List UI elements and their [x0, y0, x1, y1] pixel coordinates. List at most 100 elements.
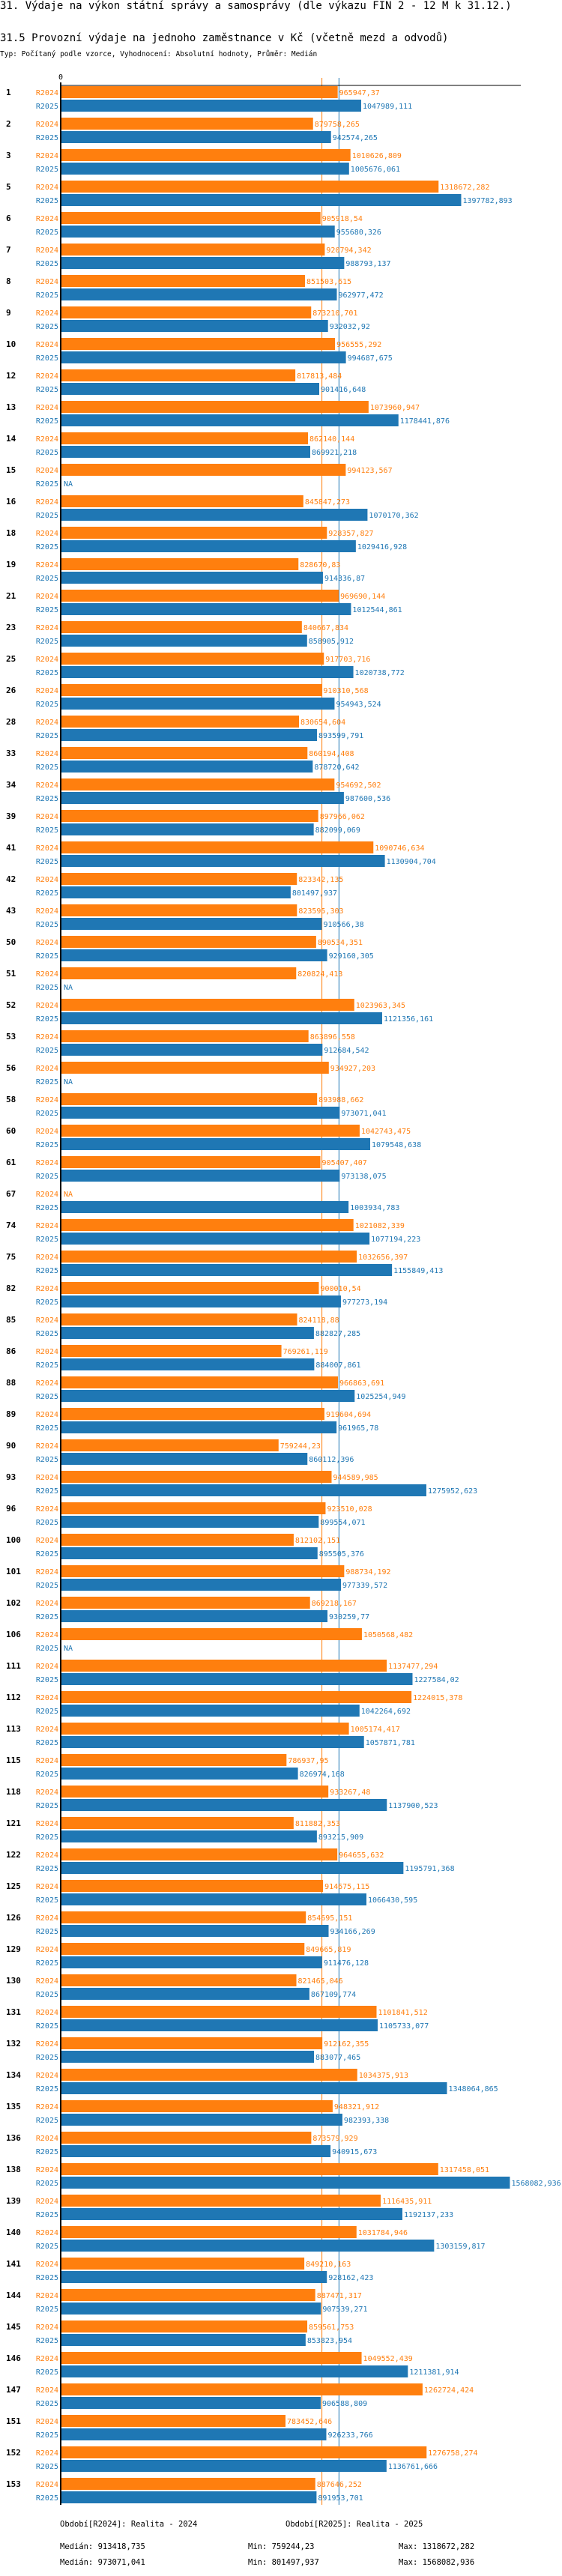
series-label-r2024: R2024	[36, 184, 58, 192]
series-label-r2024: R2024	[36, 1789, 58, 1797]
bar-r2024	[61, 1439, 279, 1451]
category-label: 8	[6, 276, 11, 286]
value-label: 969690,144	[340, 593, 385, 601]
bar-r2025	[61, 2460, 387, 2472]
series-label-r2025: R2025	[36, 1173, 58, 1181]
value-label: 934927,203	[330, 1065, 375, 1073]
bar-r2025	[61, 792, 344, 804]
value-label: 769261,119	[283, 1348, 328, 1356]
value-label: 933267,48	[330, 1789, 370, 1797]
series-label-r2024: R2024	[36, 1002, 58, 1010]
series-label-r2024: R2024	[36, 1914, 58, 1923]
category-label: 115	[6, 1756, 21, 1765]
bar-r2024	[61, 1093, 318, 1105]
value-label: 914675,115	[324, 1883, 369, 1891]
bar-r2024	[61, 464, 346, 476]
series-label-r2025: R2025	[36, 2022, 58, 2031]
bar-r2025	[61, 729, 318, 741]
value-label: 982393,338	[344, 2117, 389, 2125]
category-label: 86	[6, 1346, 16, 1356]
series-label-r2024: R2024	[36, 1851, 58, 1860]
category-label: 25	[6, 654, 16, 664]
value-label: 1303159,817	[435, 2243, 485, 2251]
value-label: 1012544,861	[352, 606, 402, 614]
bar-r2024	[61, 527, 327, 539]
series-label-r2024: R2024	[36, 1316, 58, 1325]
series-label-r2025: R2025	[36, 166, 58, 174]
category-label: 1	[6, 88, 11, 97]
series-label-r2025: R2025	[36, 1865, 58, 1873]
bar-r2024	[61, 1723, 349, 1735]
value-label: 1101841,512	[378, 2009, 428, 2017]
series-label-r2025: R2025	[36, 1645, 58, 1653]
series-label-r2025: R2025	[36, 2494, 58, 2503]
value-label: 1105733,077	[379, 2022, 429, 2031]
category-label: 50	[6, 937, 16, 947]
chart-title: 31.5 Provozní výdaje na jednoho zaměstna…	[0, 32, 449, 44]
bar-r2024	[61, 1974, 297, 1986]
series-label-r2025: R2025	[36, 1708, 58, 1716]
value-label: 883077,465	[315, 2054, 360, 2062]
category-label: 13	[6, 402, 16, 412]
series-label-r2025: R2025	[36, 2148, 58, 2156]
series-label-r2024: R2024	[36, 1820, 58, 1828]
bar-r2024	[61, 1534, 294, 1546]
bar-r2025	[61, 1327, 314, 1339]
series-label-r2024: R2024	[36, 498, 58, 507]
na-label: NA	[64, 480, 73, 489]
series-label-r2024: R2024	[36, 1600, 58, 1608]
value-label: 1079548,638	[372, 1141, 421, 1149]
category-label: 90	[6, 1441, 16, 1451]
bar-r2025	[61, 1358, 315, 1370]
value-label: 1023963,345	[356, 1002, 405, 1010]
bar-r2025	[61, 2397, 321, 2409]
value-label: 854695,151	[307, 1914, 352, 1923]
category-label: 19	[6, 560, 16, 569]
series-label-r2024: R2024	[36, 1726, 58, 1734]
series-label-r2024: R2024	[36, 2135, 58, 2143]
value-label: 867109,774	[311, 1991, 356, 1999]
value-label: 1195791,368	[405, 1865, 454, 1873]
value-label: 1121356,161	[384, 1015, 433, 1024]
min-r2024: Min: 759244,23	[248, 2542, 315, 2551]
category-label: 39	[6, 811, 16, 821]
category-label: 42	[6, 874, 16, 884]
bar-r2025	[61, 383, 320, 395]
value-label: 869921,218	[312, 449, 357, 457]
bar-r2024	[61, 1628, 362, 1640]
value-label: 1136761,666	[388, 2463, 438, 2471]
value-label: 1348064,865	[448, 2085, 498, 2093]
value-label: 812102,151	[295, 1537, 340, 1545]
category-label: 58	[6, 1095, 16, 1104]
series-label-r2025: R2025	[36, 449, 58, 457]
value-label: 823595,303	[298, 907, 343, 916]
category-label: 41	[6, 843, 16, 853]
bar-r2024	[61, 810, 318, 822]
value-label: 1178441,876	[400, 417, 450, 426]
bar-r2025	[61, 2019, 378, 2031]
category-label: 3	[6, 151, 11, 160]
series-label-r2024: R2024	[36, 907, 58, 916]
series-label-r2024: R2024	[36, 404, 58, 412]
series-label-r2024: R2024	[36, 2261, 58, 2269]
bar-r2025	[61, 666, 354, 678]
bar-r2024	[61, 1125, 360, 1137]
category-label: 52	[6, 1000, 16, 1010]
bar-r2024	[61, 2226, 357, 2238]
category-label: 100	[6, 1535, 21, 1545]
bar-r2024	[61, 2478, 315, 2490]
series-label-r2025: R2025	[36, 638, 58, 646]
page-title: 31. Výdaje na výkon státní správy a samo…	[0, 0, 512, 12]
bar-r2024	[61, 1030, 309, 1042]
value-label: 965947,37	[339, 89, 380, 97]
x-tick-label: 0	[58, 73, 63, 82]
category-label: 2	[6, 119, 11, 129]
value-label: 1057871,781	[366, 1739, 415, 1747]
value-label: 1090746,634	[375, 844, 424, 853]
bar-r2024	[61, 1597, 310, 1609]
bar-r2025	[61, 761, 313, 773]
bar-r2025	[61, 918, 322, 930]
category-label: 16	[6, 497, 16, 507]
series-label-r2024: R2024	[36, 1254, 58, 1262]
series-label-r2025: R2025	[36, 1330, 58, 1338]
